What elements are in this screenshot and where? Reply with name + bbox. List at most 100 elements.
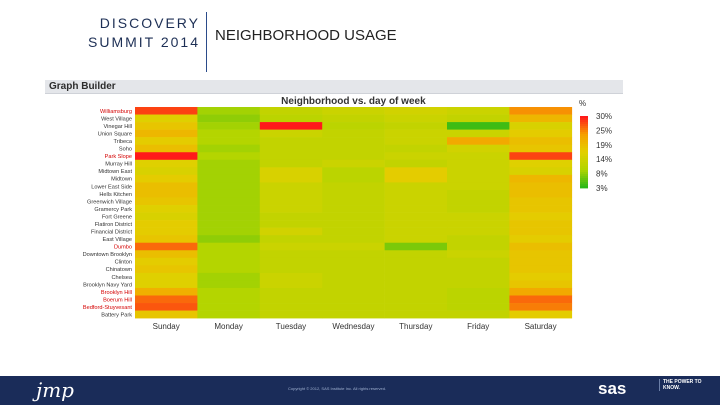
heatmap-cell	[135, 235, 198, 244]
heatmap-cell	[447, 250, 510, 259]
heatmap-cell	[447, 167, 510, 176]
heatmap-cell	[384, 310, 448, 319]
y-tick-label: Boerum Hill	[103, 297, 132, 303]
heatmap-cell	[509, 250, 573, 259]
summit-brand: DISCOVERY SUMMIT 2014	[60, 14, 200, 52]
slide-title: NEIGHBORHOOD USAGE	[215, 27, 397, 44]
heatmap-cell	[447, 287, 510, 296]
legend-swatch	[580, 160, 588, 163]
heatmap-cell	[259, 250, 323, 259]
heatmap-cell	[447, 122, 510, 130]
legend-swatch	[580, 154, 588, 157]
x-tick-label: Monday	[214, 322, 242, 331]
heatmap-cell	[135, 114, 198, 123]
graph-builder-title: Graph Builder	[49, 81, 116, 92]
heatmap-cell	[509, 220, 573, 228]
heatmap-cell	[509, 144, 573, 153]
y-tick-label: Downtown Brooklyn	[83, 252, 132, 258]
copyright-text: Copyright © 2012, SAS Institute Inc. All…	[288, 386, 387, 391]
heatmap-cell	[135, 189, 198, 198]
heatmap-cell	[384, 242, 448, 251]
heatmap-cell	[447, 152, 510, 161]
heatmap-cell	[384, 265, 448, 274]
heatmap-cell	[135, 174, 198, 183]
footer-bar: jmp Copyright © 2012, SAS Institute Inc.…	[0, 376, 720, 405]
heatmap-cell	[135, 122, 198, 130]
heatmap-cell	[322, 197, 385, 206]
heatmap-cell	[197, 205, 261, 213]
heatmap-cell	[259, 159, 323, 168]
legend-swatch	[580, 148, 588, 151]
heatmap-cell	[384, 197, 448, 206]
heatmap-cell	[259, 137, 323, 145]
heatmap-cell	[384, 295, 448, 304]
heatmap-cell	[322, 242, 385, 251]
heatmap-cell	[384, 220, 448, 228]
legend-swatch	[580, 116, 588, 119]
x-tick-label: Wednesday	[332, 322, 374, 331]
heatmap-cell	[197, 227, 261, 236]
legend-swatch	[580, 130, 588, 133]
heatmap-cell	[322, 220, 385, 228]
heatmap-cell	[259, 287, 323, 296]
sas-logo: sas	[598, 379, 627, 398]
legend-swatch	[580, 146, 588, 149]
heatmap-cell	[322, 159, 385, 168]
legend-swatch	[580, 184, 588, 187]
heatmap-cell	[197, 182, 261, 191]
heatmap-cell	[447, 129, 510, 138]
heatmap-cell	[135, 182, 198, 191]
heatmap-cell	[509, 272, 573, 281]
heatmap-cell	[384, 114, 448, 123]
heatmap-cell	[447, 197, 510, 206]
heatmap-cell	[197, 197, 261, 206]
sas-tagline: THE POWER TO KNOW.	[659, 379, 703, 391]
heatmap-cell	[447, 280, 510, 289]
heatmap-cell	[384, 144, 448, 153]
heatmap-cell	[509, 197, 573, 206]
heatmap-cell	[447, 189, 510, 198]
heatmap-cell	[322, 205, 385, 213]
heatmap-cell	[384, 137, 448, 145]
legend-swatch	[580, 182, 588, 185]
legend-swatch	[580, 132, 588, 135]
y-tick-label: Clinton	[115, 260, 132, 266]
legend-swatch	[580, 152, 588, 155]
heatmap-cell	[259, 197, 323, 206]
heatmap-cell	[135, 295, 198, 304]
heatmap-cell	[259, 303, 323, 311]
legend-swatch	[580, 136, 588, 139]
heatmap-cell	[135, 205, 198, 213]
heatmap-cell	[259, 242, 323, 251]
heatmap-cell	[259, 235, 323, 244]
heatmap-cell	[135, 310, 198, 319]
y-tick-label: Murray Hill	[105, 162, 132, 168]
heatmap-cell	[509, 212, 573, 221]
heatmap-cell	[135, 272, 198, 281]
legend-swatch	[580, 126, 588, 129]
heatmap-cell	[197, 242, 261, 251]
y-tick-label: Financial District	[91, 230, 132, 236]
heatmap-cell	[384, 280, 448, 289]
heatmap-cell	[447, 205, 510, 213]
brand-line-2: SUMMIT 2014	[88, 34, 200, 50]
heatmap-cell	[509, 303, 573, 311]
heatmap-cell	[322, 235, 385, 244]
heatmap-cell	[135, 212, 198, 221]
heatmap-cell	[259, 167, 323, 176]
y-tick-label: Dumbo	[114, 245, 132, 251]
heatmap-cell	[197, 114, 261, 123]
heatmap-cell	[259, 272, 323, 281]
heatmap-cell	[322, 129, 385, 138]
heatmap-cell	[509, 152, 573, 161]
brand-line-1: DISCOVERY	[99, 15, 200, 31]
legend-swatch	[580, 118, 588, 121]
legend-swatch	[580, 120, 588, 123]
y-tick-label: Union Square	[98, 132, 132, 138]
heatmap-cell	[322, 189, 385, 198]
heatmap-cell	[135, 257, 198, 266]
legend-swatch	[580, 134, 588, 137]
legend-swatch	[580, 122, 588, 125]
y-tick-label: Vinegar Hill	[103, 124, 132, 130]
y-tick-label: West Village	[101, 116, 132, 122]
